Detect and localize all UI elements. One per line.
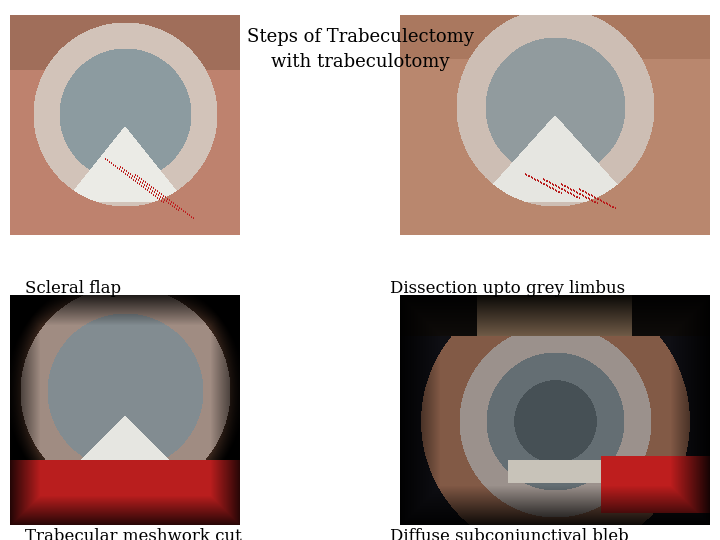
Text: Trabecular meshwork cut: Trabecular meshwork cut: [25, 528, 242, 540]
Text: Steps of Trabeculectomy
with trabeculotomy: Steps of Trabeculectomy with trabeculoto…: [246, 28, 474, 71]
Text: Scleral flap: Scleral flap: [25, 280, 121, 297]
Text: Dissection upto grey limbus: Dissection upto grey limbus: [390, 280, 625, 297]
Text: Diffuse subconjunctival bleb: Diffuse subconjunctival bleb: [390, 528, 629, 540]
